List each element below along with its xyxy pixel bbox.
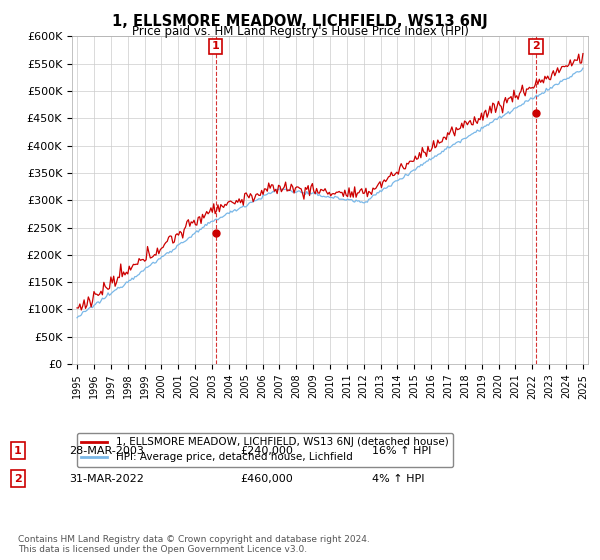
Text: Contains HM Land Registry data © Crown copyright and database right 2024.
This d: Contains HM Land Registry data © Crown c…: [18, 535, 370, 554]
Text: 2: 2: [532, 41, 540, 52]
Text: 1: 1: [212, 41, 220, 52]
Text: Price paid vs. HM Land Registry's House Price Index (HPI): Price paid vs. HM Land Registry's House …: [131, 25, 469, 38]
Text: 31-MAR-2022: 31-MAR-2022: [69, 474, 144, 484]
Text: £460,000: £460,000: [240, 474, 293, 484]
Text: 4% ↑ HPI: 4% ↑ HPI: [372, 474, 425, 484]
Legend: 1, ELLSMORE MEADOW, LICHFIELD, WS13 6NJ (detached house), HPI: Average price, de: 1, ELLSMORE MEADOW, LICHFIELD, WS13 6NJ …: [77, 433, 452, 466]
Text: 1: 1: [14, 446, 22, 456]
Text: 16% ↑ HPI: 16% ↑ HPI: [372, 446, 431, 456]
Text: 28-MAR-2003: 28-MAR-2003: [69, 446, 144, 456]
Text: £240,000: £240,000: [240, 446, 293, 456]
Text: 2: 2: [14, 474, 22, 484]
Text: 1, ELLSMORE MEADOW, LICHFIELD, WS13 6NJ: 1, ELLSMORE MEADOW, LICHFIELD, WS13 6NJ: [112, 14, 488, 29]
